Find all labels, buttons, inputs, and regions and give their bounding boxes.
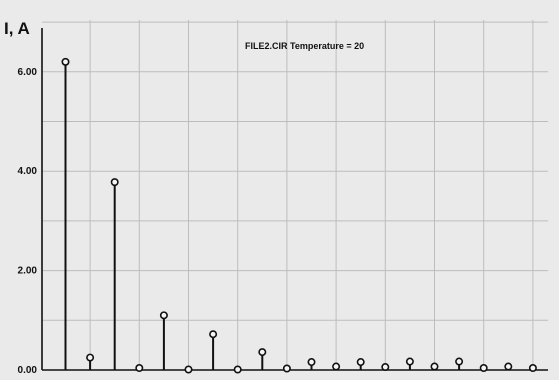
stem-marker [136,365,142,371]
stem-marker [87,354,93,360]
chart-title: FILE2.CIR Temperature = 20 [245,41,364,51]
stem-series [62,59,536,373]
grid [42,20,548,370]
stem-marker [284,365,290,371]
stem-marker [456,358,462,364]
stem-marker [431,363,437,369]
y-axis-label: I, A [4,19,30,38]
stem-marker [530,365,536,371]
stem-marker [62,59,68,65]
stem-marker [308,359,314,365]
stem-marker [358,359,364,365]
stem-marker [481,365,487,371]
y-tick-label: 0.00 [18,365,38,376]
stem-marker [407,358,413,364]
stem-marker [210,331,216,337]
axes [42,28,548,370]
y-tick-labels: 0.00 2.00 4.00 6.00 [18,67,38,376]
stem-marker [505,363,511,369]
stem-marker [112,179,118,185]
y-tick-label: 6.00 [18,67,38,78]
y-tick-label: 4.00 [18,166,38,177]
y-tick-label: 2.00 [18,266,38,277]
stem-marker [259,349,265,355]
stem-marker [333,363,339,369]
stem-marker [161,312,167,318]
stem-marker [235,366,241,372]
stem-marker [382,364,388,370]
stem-marker [185,366,191,372]
